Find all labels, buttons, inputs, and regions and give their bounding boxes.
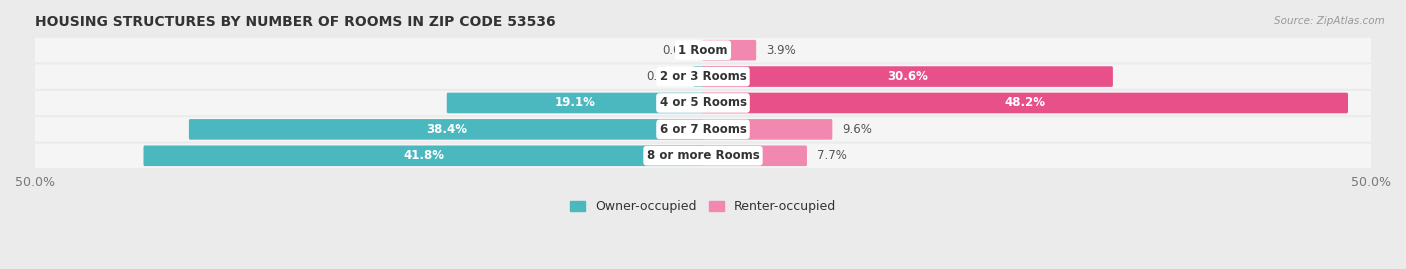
- FancyBboxPatch shape: [702, 40, 756, 61]
- Text: 9.6%: 9.6%: [842, 123, 872, 136]
- FancyBboxPatch shape: [32, 117, 1374, 141]
- Text: 48.2%: 48.2%: [1004, 97, 1046, 109]
- Text: 41.8%: 41.8%: [404, 149, 444, 162]
- Text: 7.7%: 7.7%: [817, 149, 846, 162]
- Text: 4 or 5 Rooms: 4 or 5 Rooms: [659, 97, 747, 109]
- FancyBboxPatch shape: [702, 93, 1348, 113]
- Text: 0.0%: 0.0%: [662, 44, 692, 57]
- FancyBboxPatch shape: [32, 38, 1374, 62]
- FancyBboxPatch shape: [32, 144, 1374, 168]
- Text: Source: ZipAtlas.com: Source: ZipAtlas.com: [1274, 16, 1385, 26]
- Text: 19.1%: 19.1%: [555, 97, 596, 109]
- Text: 38.4%: 38.4%: [426, 123, 467, 136]
- FancyBboxPatch shape: [693, 66, 704, 87]
- FancyBboxPatch shape: [702, 66, 1114, 87]
- FancyBboxPatch shape: [702, 119, 832, 140]
- Text: HOUSING STRUCTURES BY NUMBER OF ROOMS IN ZIP CODE 53536: HOUSING STRUCTURES BY NUMBER OF ROOMS IN…: [35, 15, 555, 29]
- Text: 3.9%: 3.9%: [766, 44, 796, 57]
- FancyBboxPatch shape: [188, 119, 704, 140]
- FancyBboxPatch shape: [447, 93, 704, 113]
- Text: 0.65%: 0.65%: [647, 70, 683, 83]
- Text: 6 or 7 Rooms: 6 or 7 Rooms: [659, 123, 747, 136]
- Text: 8 or more Rooms: 8 or more Rooms: [647, 149, 759, 162]
- FancyBboxPatch shape: [32, 65, 1374, 89]
- FancyBboxPatch shape: [143, 146, 704, 166]
- FancyBboxPatch shape: [32, 91, 1374, 115]
- Legend: Owner-occupied, Renter-occupied: Owner-occupied, Renter-occupied: [569, 200, 837, 213]
- Text: 30.6%: 30.6%: [887, 70, 928, 83]
- FancyBboxPatch shape: [702, 146, 807, 166]
- Text: 1 Room: 1 Room: [678, 44, 728, 57]
- Text: 2 or 3 Rooms: 2 or 3 Rooms: [659, 70, 747, 83]
